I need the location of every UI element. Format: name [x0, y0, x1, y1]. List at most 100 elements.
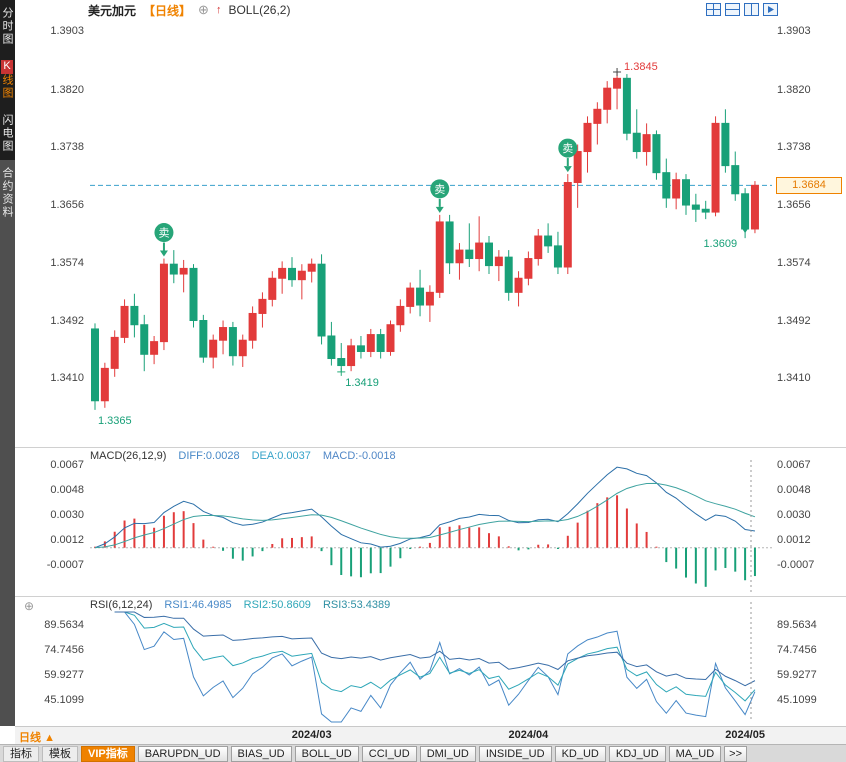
- indicator-tab-kd-ud[interactable]: KD_UD: [554, 745, 606, 762]
- price-axis-label: 1.3410: [50, 372, 84, 385]
- indicator-tab-cci-ud[interactable]: CCI_UD: [361, 745, 417, 762]
- time-axis-row: 日线 ▲ 2024/03 2024/04 2024/05: [15, 726, 846, 744]
- rsi2-readout: RSI2:50.8609: [243, 599, 311, 611]
- price-axis-label: 1.3410: [777, 372, 811, 385]
- panel-settings-icon[interactable]: ⊕: [24, 599, 35, 613]
- indicator-tab-boll-ud[interactable]: BOLL_UD: [294, 745, 359, 762]
- svg-text:1.3609: 1.3609: [703, 238, 737, 250]
- price-axis-label: 1.3492: [777, 314, 811, 327]
- macd-axis-label: 0.0030: [50, 509, 84, 521]
- layout-switch-icons: [706, 3, 778, 16]
- sell-signal-marker: 卖: [558, 138, 578, 173]
- sidebar-tab-2[interactable]: K线图: [1, 60, 13, 100]
- layout-next-chart-icon[interactable]: [763, 3, 778, 16]
- chart-title-bar: 美元加元 【日线】 ⊕ ↑ BOLL(26,2): [88, 2, 290, 18]
- price-axis-label: 1.3656: [50, 199, 84, 212]
- macd-axis-label: 0.0012: [50, 534, 84, 546]
- macd-axis-label: 0.0048: [50, 484, 84, 496]
- sidebar-tab-3[interactable]: 闪电图: [1, 114, 13, 153]
- price-axis-label: 1.3820: [50, 83, 84, 96]
- macd-panel-header: MACD(26,12,9) DIFF:0.0028 DEA:0.0037 MAC…: [90, 450, 396, 462]
- rsi-axis-label: 89.5634: [44, 618, 84, 631]
- indicator-tab-bias-ud[interactable]: BIAS_UD: [230, 745, 292, 762]
- month-axis-label: 2024/04: [508, 729, 549, 741]
- sidebar-filler: [0, 226, 15, 726]
- macd-axis-label: -0.0007: [777, 559, 815, 571]
- svg-text:卖: 卖: [434, 183, 445, 196]
- indicator-tab-kdj-ud[interactable]: KDJ_UD: [608, 745, 666, 762]
- svg-text:卖: 卖: [158, 227, 169, 240]
- macd-axis-label: 0.0030: [777, 509, 811, 521]
- price-axis-label: 1.3903: [777, 25, 811, 38]
- month-axis-label: 2024/05: [725, 729, 765, 741]
- layout-grid-icon[interactable]: [706, 3, 721, 16]
- indicator-tab-barupdn-ud[interactable]: BARUPDN_UD: [137, 745, 228, 762]
- indicator-tab-dmi-ud[interactable]: DMI_UD: [419, 745, 476, 762]
- panel-divider: [15, 447, 846, 448]
- rsi-axis-label: 45.1099: [777, 693, 817, 706]
- period-tag[interactable]: 【日线】: [143, 3, 192, 18]
- macd-axis-label: 0.0048: [777, 484, 811, 496]
- price-axis-label: 1.3574: [50, 256, 84, 269]
- macd-value-readout: MACD:-0.0018: [322, 450, 396, 462]
- candles-layer: [91, 71, 759, 410]
- svg-text:1.3845: 1.3845: [624, 61, 658, 73]
- macd-layer: [90, 460, 772, 594]
- sell-signal-marker: 卖: [154, 223, 174, 257]
- svg-text:1.3365: 1.3365: [98, 415, 132, 427]
- chevron-up-icon: ▲: [44, 732, 55, 744]
- indicator-tab-模板[interactable]: 模板: [42, 745, 78, 762]
- svg-text:卖: 卖: [562, 142, 573, 155]
- macd-title[interactable]: MACD(26,12,9): [90, 450, 167, 462]
- price-axis-label: 1.3738: [777, 141, 811, 154]
- rsi-layer: [114, 602, 756, 723]
- macd-axis-label: 0.0067: [777, 459, 811, 471]
- indicator-tab-inside-ud[interactable]: INSIDE_UD: [478, 745, 552, 762]
- rsi1-readout: RSI1:46.4985: [164, 599, 232, 611]
- layout-split-horizontal-icon[interactable]: [725, 3, 740, 16]
- macd-axis-label: 0.0012: [777, 534, 811, 546]
- indicator-tab-vip指标[interactable]: VIP指标: [81, 745, 135, 762]
- period-selector[interactable]: 日线 ▲: [19, 729, 55, 745]
- svg-text:1.3419: 1.3419: [345, 377, 379, 389]
- sidebar-tab-1[interactable]: 分时图: [1, 7, 13, 46]
- rsi-axis-label: 59.9277: [777, 668, 817, 681]
- price-axis-label: 1.3738: [50, 141, 84, 154]
- period-selector-label: 日线: [19, 732, 41, 744]
- macd-axis-label: -0.0007: [46, 559, 84, 571]
- rsi-title[interactable]: RSI(6,12,24): [90, 599, 153, 611]
- price-annotations: 1.3845 1.3365 1.3419 1.3609: [98, 61, 750, 427]
- add-indicator-icon[interactable]: ⊕: [198, 2, 209, 17]
- sell-signal-marker: 卖: [430, 179, 450, 213]
- price-axis-label: 1.3492: [50, 314, 84, 327]
- indicator-tab-ma-ud[interactable]: MA_UD: [668, 745, 722, 762]
- rsi-axis-label: 59.9277: [44, 668, 84, 681]
- macd-axis-label: 0.0067: [50, 459, 84, 471]
- macd-dea-readout: DEA:0.0037: [251, 450, 311, 462]
- rsi3-readout: RSI3:53.4389: [322, 599, 391, 611]
- overlay-flag-icon: ↑: [215, 4, 222, 16]
- symbol-name: 美元加元: [88, 3, 137, 18]
- price-axis-label: 1.3903: [50, 25, 84, 38]
- price-axis-label: 1.3574: [777, 256, 811, 269]
- rsi-axis-label: 74.7456: [777, 643, 817, 656]
- layout-split-vertical-icon[interactable]: [744, 3, 759, 16]
- rsi-panel-header: RSI(6,12,24) RSI1:46.4985 RSI2:50.8609 R…: [90, 599, 390, 611]
- rsi-axis-label: 74.7456: [44, 643, 84, 656]
- price-axis-label: 1.3656: [777, 199, 811, 212]
- rsi-axis-label: 89.5634: [777, 618, 817, 631]
- price-axis-label: 1.3820: [777, 83, 811, 96]
- sidebar-tab-4[interactable]: 合约资料: [0, 160, 15, 226]
- indicator-tab--[interactable]: >>: [724, 745, 748, 762]
- rsi-axis-label: 45.1099: [44, 693, 84, 706]
- month-axis-label: 2024/03: [291, 729, 332, 741]
- indicator-tab-bar: 指标 模板 VIP指标 BARUPDN_UD BIAS_UD BOLL_UD CCI_UD D…: [0, 744, 846, 762]
- left-view-sidebar: 分时图 K线图闪电图合约资料: [0, 0, 15, 726]
- current-price-badge: 1.3684: [776, 177, 842, 195]
- indicator-tab-指标[interactable]: 指标: [3, 745, 39, 762]
- panel-divider: [15, 596, 846, 597]
- overlay-indicator-label[interactable]: BOLL(26,2): [228, 3, 291, 17]
- macd-diff-readout: DIFF:0.0028: [178, 450, 240, 462]
